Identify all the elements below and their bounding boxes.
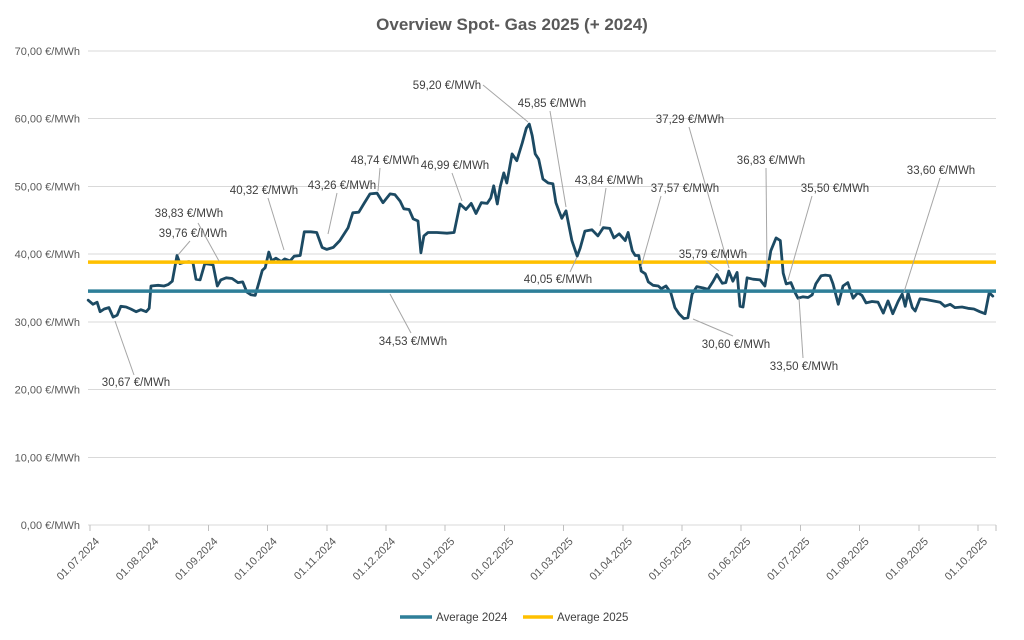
y-tick-label: 20,00 €/MWh xyxy=(15,385,80,397)
annotation-label: 34,53 €/MWh xyxy=(379,336,447,348)
x-tick-label: 01.08.2025 xyxy=(824,536,871,583)
annotation-label: 46,99 €/MWh xyxy=(421,160,489,172)
legend-label-average-2024: Average 2024 xyxy=(436,612,508,624)
annotation-leader xyxy=(688,126,730,269)
annotation-label: 37,29 €/MWh xyxy=(656,114,724,126)
annotation-leader xyxy=(549,110,567,208)
legend: Average 2024 Average 2025 xyxy=(400,612,628,624)
annotation-label: 37,57 €/MWh xyxy=(651,183,719,195)
annotation-leader xyxy=(640,195,662,268)
annotation-label: 33,60 €/MWh xyxy=(907,165,975,177)
x-axis-tick-labels: 01.07.2024 01.08.2024 01.09.2024 01.10.2024… xyxy=(55,525,997,583)
y-tick-label: 50,00 €/MWh xyxy=(15,181,80,193)
annotation-leader xyxy=(451,172,463,202)
annotation-leader xyxy=(569,256,578,273)
annotation-leader xyxy=(377,167,381,192)
x-tick-label: 01.10.2025 xyxy=(943,536,990,583)
annotation-label: 43,26 €/MWh xyxy=(308,180,376,192)
annotation-label: 59,20 €/MWh xyxy=(413,80,481,92)
y-tick-label: 40,00 €/MWh xyxy=(15,249,80,261)
x-tick-label: 01.02.2025 xyxy=(469,536,516,583)
annotation-label: 48,74 €/MWh xyxy=(351,155,419,167)
chart-title: Overview Spot- Gas 2025 (+ 2024) xyxy=(376,15,648,34)
x-tick-label: 01.01.2025 xyxy=(410,536,457,583)
annotation-leader xyxy=(599,187,607,227)
annotations: 30,67 €/MWh 39,76 €/MWh 38,83 €/MWh 40,32 €… xyxy=(102,80,975,389)
annotation-leader xyxy=(327,192,338,235)
annotation-label: 43,84 €/MWh xyxy=(575,175,643,187)
x-tick-label: 01.07.2024 xyxy=(55,536,102,583)
x-tick-label: 01.09.2025 xyxy=(884,536,931,583)
x-tick-label: 01.10.2024 xyxy=(232,536,279,583)
gridlines xyxy=(88,50,996,526)
x-tick-label: 01.05.2025 xyxy=(647,536,694,583)
annotation-leader xyxy=(787,195,813,281)
annotation-label: 39,76 €/MWh xyxy=(159,228,227,240)
annotation-leader xyxy=(177,240,191,256)
x-tick-label: 01.12.2024 xyxy=(351,536,398,583)
x-tick-label: 01.06.2025 xyxy=(706,536,753,583)
annotation-label: 40,05 €/MWh xyxy=(524,274,592,286)
x-tick-label: 01.11.2024 xyxy=(292,536,339,583)
annotation-label: 33,50 €/MWh xyxy=(770,361,838,373)
y-tick-label: 60,00 €/MWh xyxy=(15,114,80,126)
x-tick-label: 01.04.2025 xyxy=(588,536,635,583)
y-tick-label: 10,00 €/MWh xyxy=(15,452,80,464)
annotation-label: 38,83 €/MWh xyxy=(155,208,223,220)
annotation-leader xyxy=(114,320,135,376)
annotation-label: 36,83 €/MWh xyxy=(737,155,805,167)
y-axis-tick-labels: 0,00 €/MWh 10,00 €/MWh 20,00 €/MWh 30,00 €/… xyxy=(15,46,80,532)
annotation-leader xyxy=(903,177,941,293)
annotation-label: 35,79 €/MWh xyxy=(679,249,747,261)
x-tick-label: 01.09.2024 xyxy=(173,536,220,583)
annotation-leader xyxy=(482,84,529,123)
x-tick-label: 01.03.2025 xyxy=(528,536,575,583)
annotation-label: 45,85 €/MWh xyxy=(518,98,586,110)
y-tick-label: 30,00 €/MWh xyxy=(15,317,80,329)
annotation-leader xyxy=(197,222,220,262)
annotation-leader xyxy=(267,197,285,251)
x-tick-label: 01.07.2025 xyxy=(765,536,812,583)
annotation-label: 30,67 €/MWh xyxy=(102,377,170,389)
annotation-label: 40,32 €/MWh xyxy=(230,185,298,197)
data-series xyxy=(86,122,995,320)
annotation-leader xyxy=(389,293,412,334)
y-tick-label: 70,00 €/MWh xyxy=(15,46,80,58)
y-tick-label: 0,00 €/MWh xyxy=(21,520,80,532)
spot-price-line xyxy=(86,122,995,320)
annotation-leader xyxy=(692,318,734,337)
annotation-label: 35,50 €/MWh xyxy=(801,183,869,195)
legend-label-average-2025: Average 2025 xyxy=(557,612,628,624)
average-lines xyxy=(88,260,996,293)
annotation-leader xyxy=(765,167,768,270)
annotation-label: 30,60 €/MWh xyxy=(702,339,770,351)
annotation-leader xyxy=(798,297,804,359)
annotation-leader xyxy=(705,260,720,272)
x-tick-label: 01.08.2024 xyxy=(114,536,161,583)
